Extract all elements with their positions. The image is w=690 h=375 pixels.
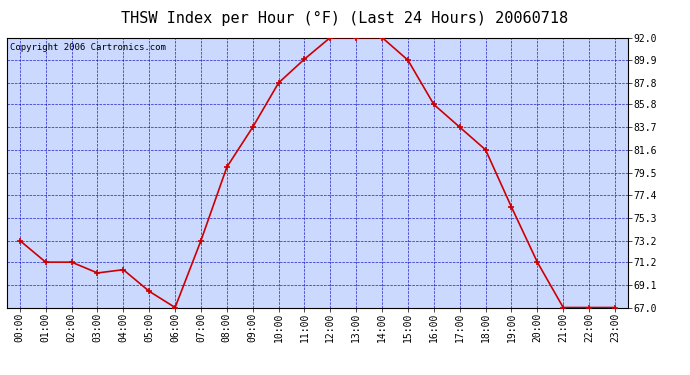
Text: THSW Index per Hour (°F) (Last 24 Hours) 20060718: THSW Index per Hour (°F) (Last 24 Hours)… (121, 11, 569, 26)
Text: Copyright 2006 Cartronics.com: Copyright 2006 Cartronics.com (10, 43, 166, 52)
